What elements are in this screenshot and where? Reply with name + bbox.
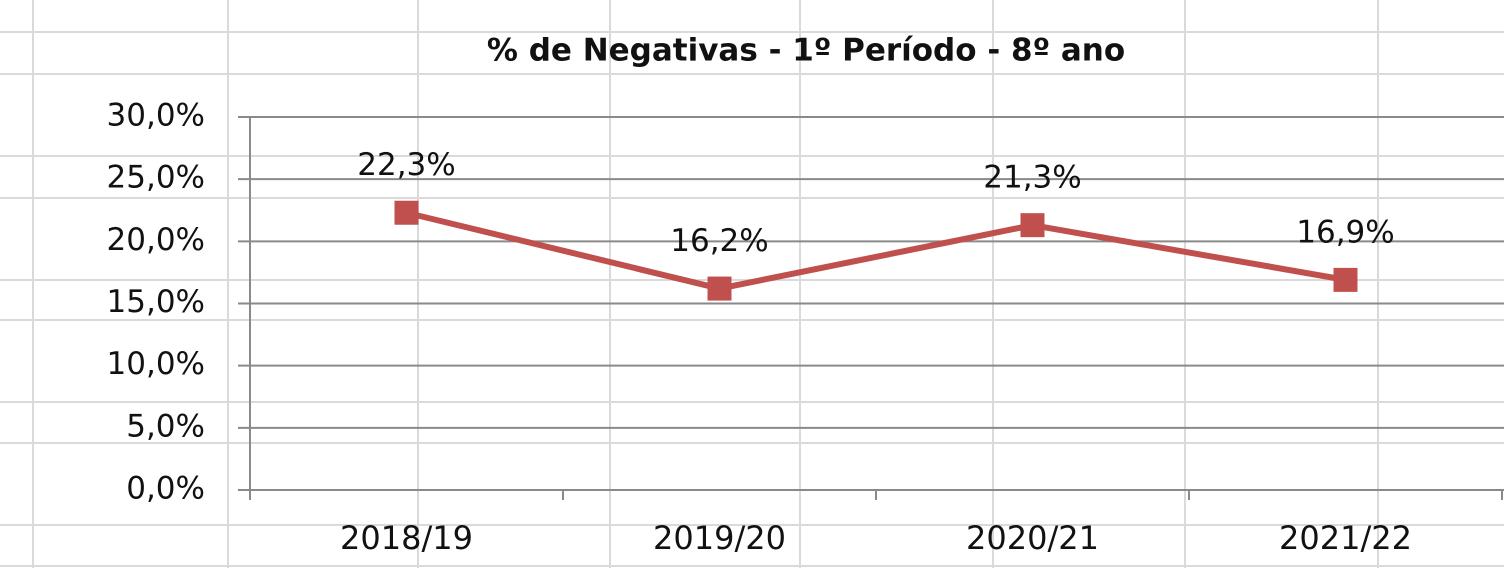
data-label: 16,9% xyxy=(1296,214,1394,250)
data-label: 21,3% xyxy=(983,160,1081,196)
x-tick-label: 2018/19 xyxy=(340,519,473,557)
data-label: 22,3% xyxy=(357,147,455,183)
y-tick-label: 10,0% xyxy=(107,346,205,382)
chart-title: % de Negativas - 1º Período - 8º ano xyxy=(487,33,1125,69)
marker xyxy=(1020,213,1045,238)
marker xyxy=(707,276,732,301)
marker xyxy=(1333,267,1358,292)
y-tick-label: 0,0% xyxy=(126,471,205,507)
data-label: 16,2% xyxy=(670,223,768,259)
x-tick-label: 2020/21 xyxy=(966,519,1099,557)
x-tick-label: 2021/22 xyxy=(1279,519,1412,557)
marker xyxy=(394,200,419,225)
x-tick-label: 2019/20 xyxy=(653,519,786,557)
y-tick-label: 5,0% xyxy=(126,408,205,444)
y-tick-label: 15,0% xyxy=(107,284,205,320)
y-tick-label: 20,0% xyxy=(107,222,205,258)
y-tick-label: 25,0% xyxy=(107,160,205,196)
line xyxy=(405,209,1347,292)
y-tick-label: 30,0% xyxy=(107,98,205,134)
